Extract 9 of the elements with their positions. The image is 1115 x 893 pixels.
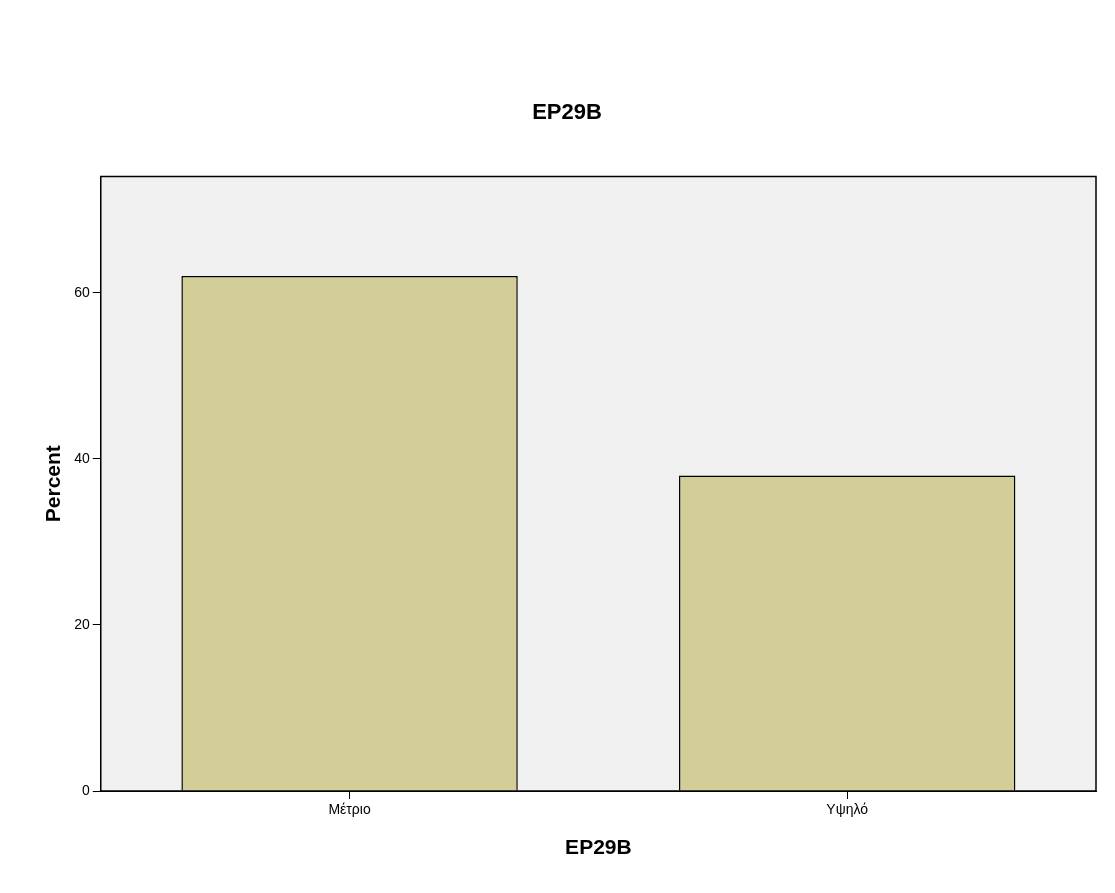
chart-title: EP29B xyxy=(532,99,602,125)
x-axis-title: EP29B xyxy=(565,835,632,859)
x-tick-label: Υψηλό xyxy=(826,801,869,818)
y-axis-title: Percent xyxy=(41,445,65,523)
y-tick-label: 20 xyxy=(74,615,90,632)
y-tick-label: 60 xyxy=(74,283,90,300)
x-tick-label: Μέτριο xyxy=(328,801,371,818)
y-tick-label: 0 xyxy=(81,781,90,798)
y-tick-label: 40 xyxy=(74,449,90,466)
